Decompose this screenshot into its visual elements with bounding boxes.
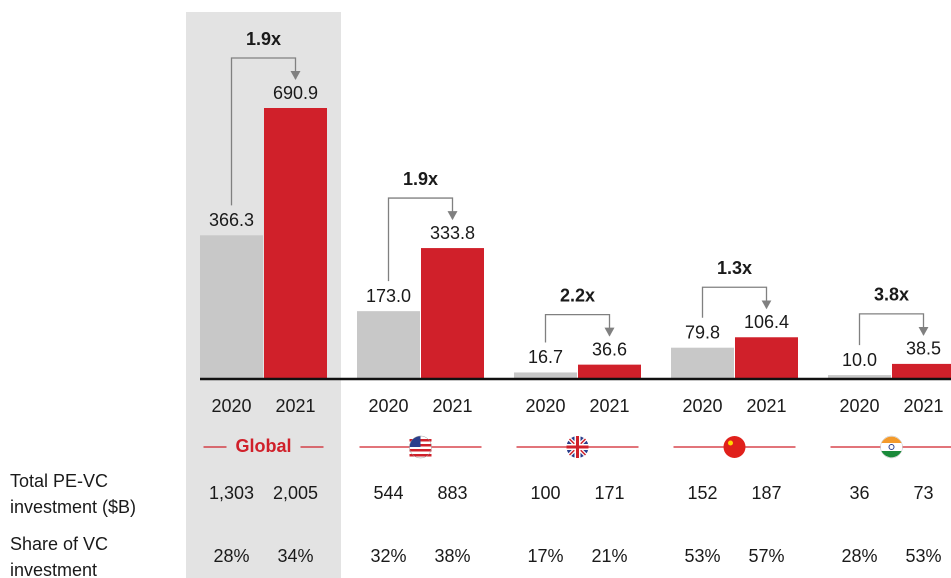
table-cell: 100 <box>530 483 560 503</box>
table-cell: 187 <box>751 483 781 503</box>
table-cell: 152 <box>687 483 717 503</box>
value-label: 366.3 <box>209 210 254 230</box>
bar <box>828 375 891 379</box>
table-cell: 73 <box>913 483 933 503</box>
table-cell: 17% <box>527 546 563 566</box>
year-label: 2021 <box>432 396 472 416</box>
bar <box>264 108 327 379</box>
bar <box>357 311 420 379</box>
flag <box>881 451 902 458</box>
bar <box>421 248 484 379</box>
year-label: 2020 <box>211 396 251 416</box>
year-label: 2021 <box>275 396 315 416</box>
table-cell: 34% <box>277 546 313 566</box>
flag <box>409 435 432 459</box>
growth-label: 3.8x <box>874 285 909 305</box>
value-label: 38.5 <box>906 339 941 359</box>
year-label: 2020 <box>839 396 879 416</box>
flag <box>409 436 421 447</box>
table-cell: 53% <box>684 546 720 566</box>
bar <box>892 363 951 379</box>
flag <box>723 436 746 458</box>
growth-label: 1.9x <box>246 29 281 49</box>
year-label: 2021 <box>903 396 943 416</box>
bar <box>735 337 798 379</box>
year-label: 2021 <box>589 396 629 416</box>
row-label: Share of VC <box>10 534 108 554</box>
table-cell: 1,303 <box>209 483 254 503</box>
flag <box>409 449 432 452</box>
table-cell: 32% <box>370 546 406 566</box>
table-cell: 53% <box>905 546 941 566</box>
table-cell: 21% <box>591 546 627 566</box>
flag <box>409 454 432 457</box>
table-cell: 544 <box>373 483 403 503</box>
table-cell: 883 <box>437 483 467 503</box>
row-label: investment <box>10 560 97 578</box>
row-label: investment ($B) <box>10 497 136 517</box>
growth-label: 1.3x <box>717 258 752 278</box>
growth-label: 1.9x <box>403 169 438 189</box>
value-label: 10.0 <box>842 350 877 370</box>
flag <box>881 436 902 443</box>
bar <box>200 235 263 379</box>
value-label: 173.0 <box>366 286 411 306</box>
year-label: 2020 <box>525 396 565 416</box>
flag <box>728 440 733 446</box>
bar <box>671 347 734 379</box>
value-label: 690.9 <box>273 83 318 103</box>
value-label: 36.6 <box>592 339 627 359</box>
year-label: 2021 <box>746 396 786 416</box>
table-cell: 57% <box>748 546 784 566</box>
table-cell: 28% <box>213 546 249 566</box>
table-cell: 28% <box>841 546 877 566</box>
table-cell: 38% <box>434 546 470 566</box>
region-label: Global <box>235 436 291 456</box>
growth-bracket <box>544 313 615 343</box>
bar <box>578 364 641 379</box>
flag <box>888 444 895 450</box>
value-label: 16.7 <box>528 347 563 367</box>
year-label: 2020 <box>682 396 722 416</box>
growth-label: 2.2x <box>560 285 595 305</box>
year-label: 2020 <box>368 396 408 416</box>
value-label: 79.8 <box>685 322 720 342</box>
table-cell: 36 <box>849 483 869 503</box>
row-label: Total PE-VC <box>10 471 108 491</box>
bar <box>514 372 577 379</box>
value-label: 333.8 <box>430 223 475 243</box>
growth-bracket <box>858 313 929 346</box>
table-cell: 2,005 <box>273 483 318 503</box>
value-label: 106.4 <box>744 312 789 332</box>
table-cell: 171 <box>594 483 624 503</box>
growth-bracket <box>701 286 772 318</box>
flag <box>566 436 589 458</box>
growth-bracket <box>230 57 301 206</box>
growth-bracket <box>387 197 458 282</box>
